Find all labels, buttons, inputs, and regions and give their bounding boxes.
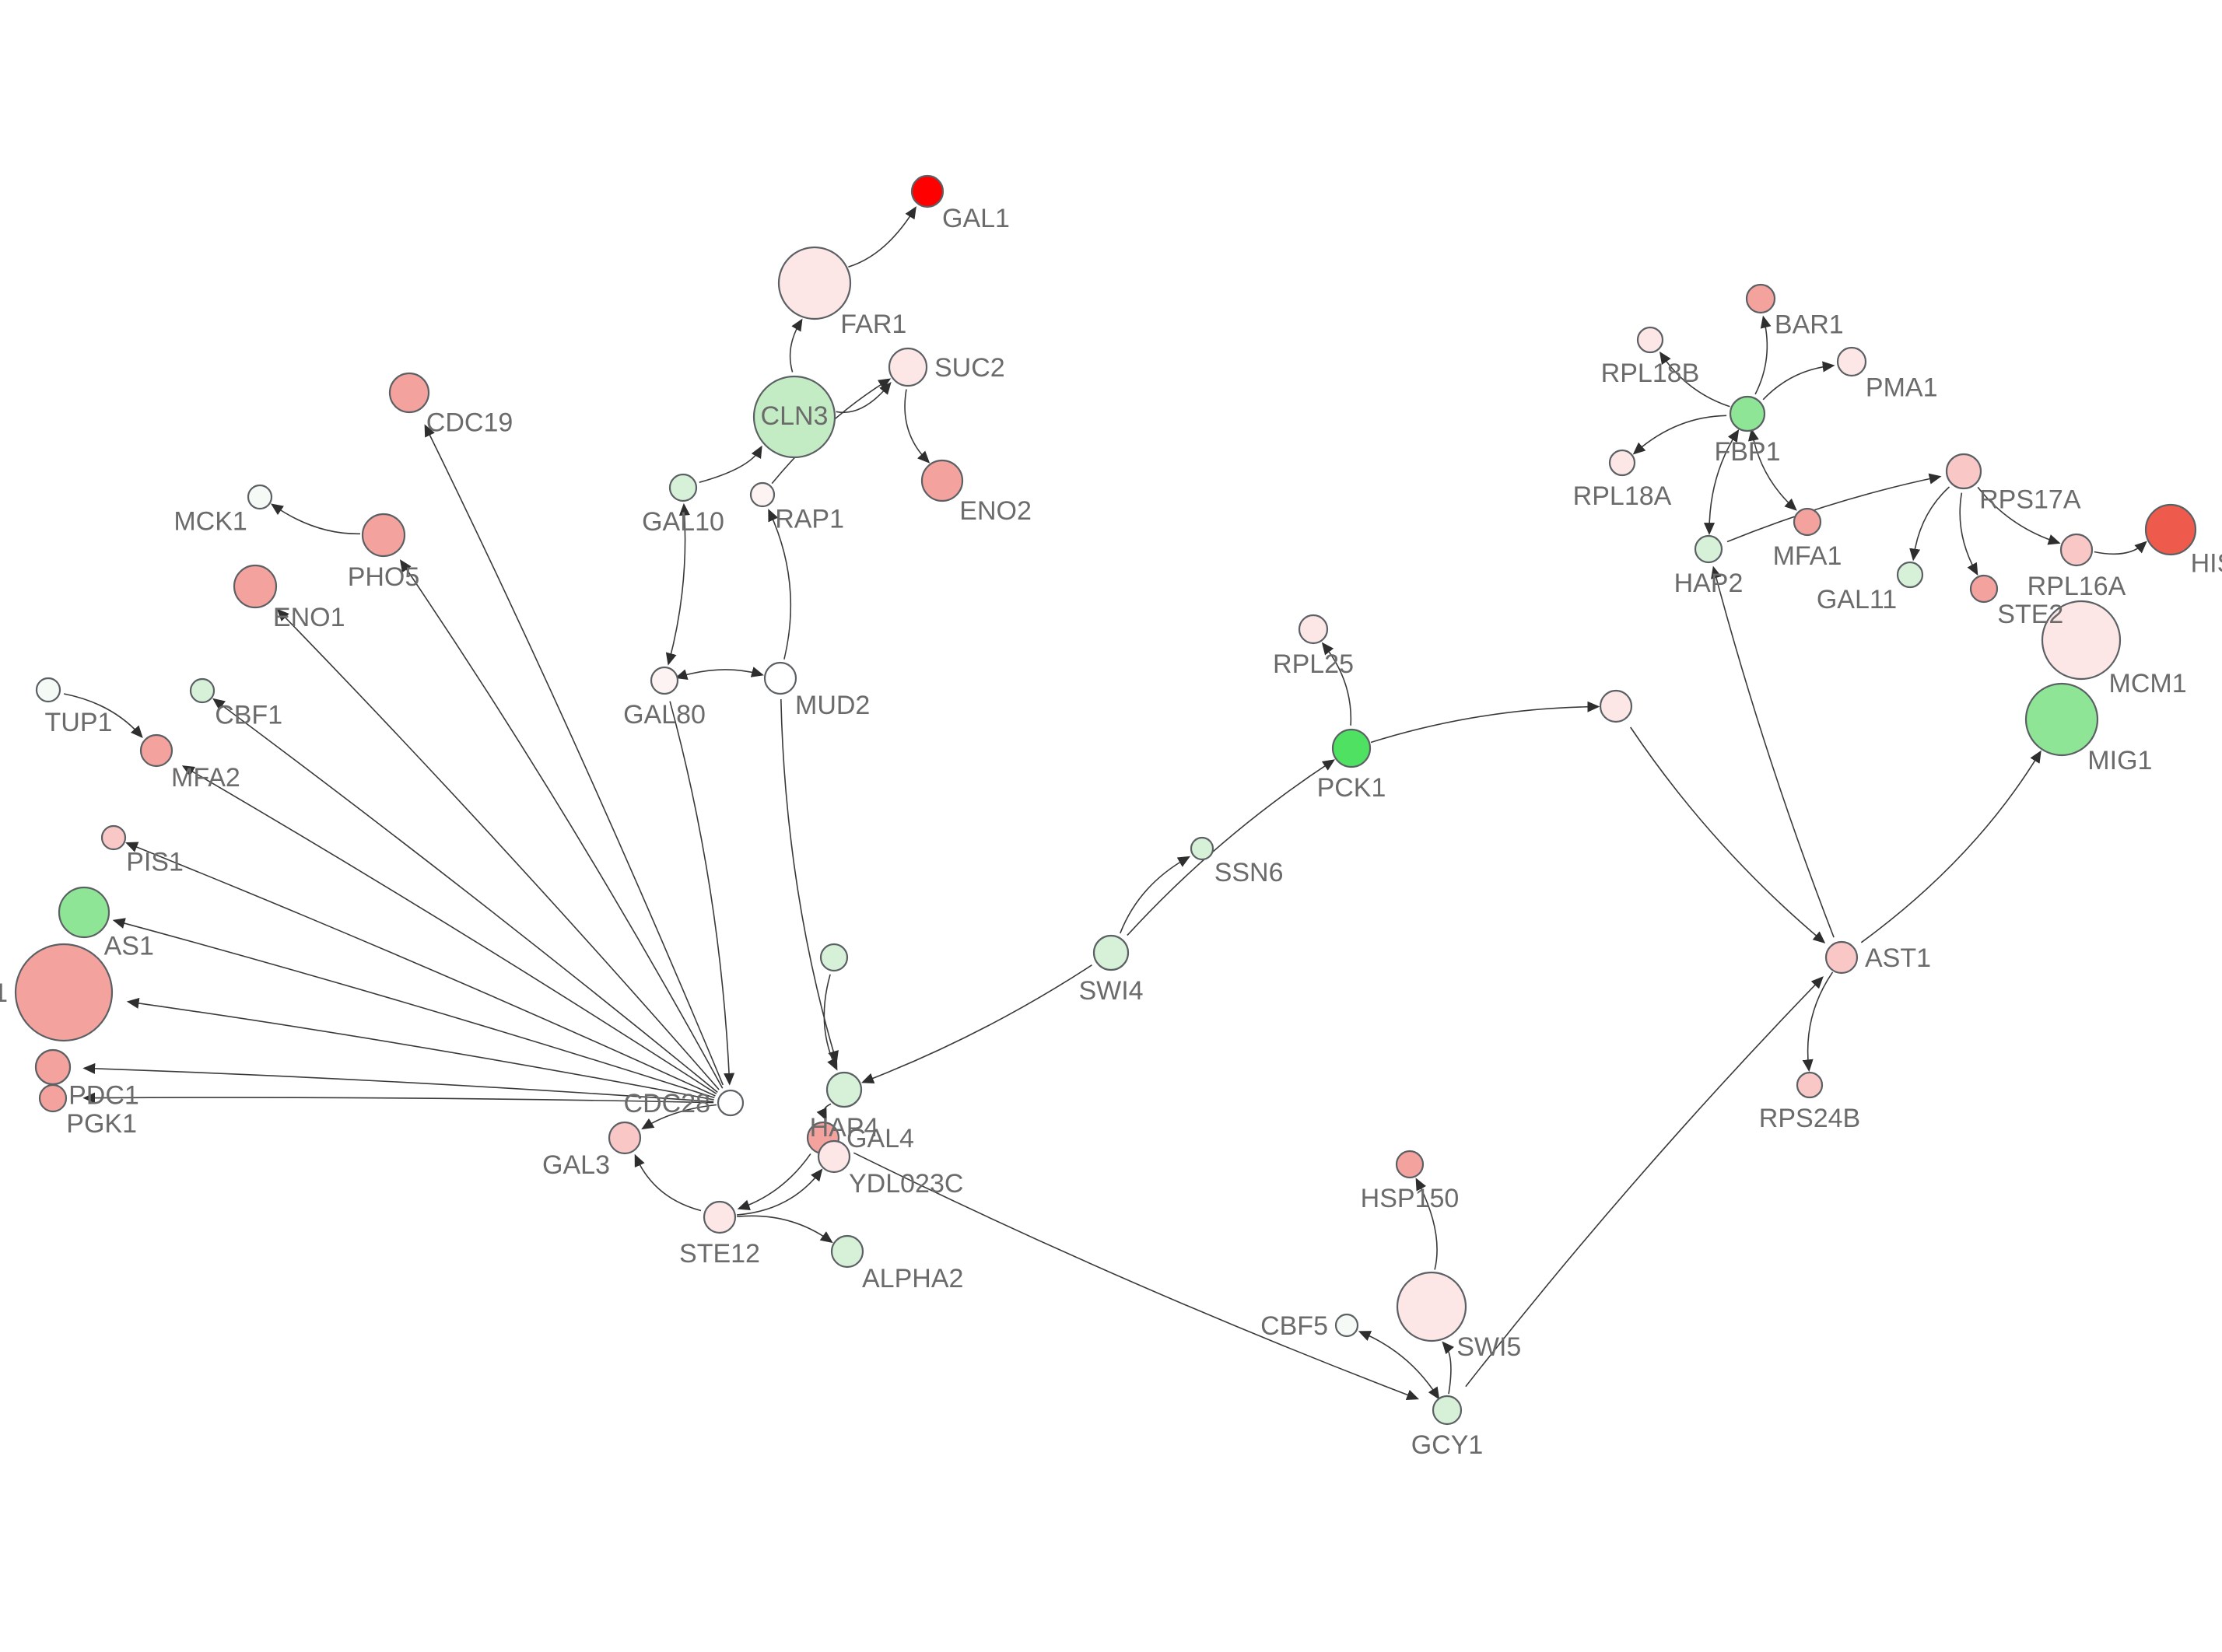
svg-text:HIS4: HIS4 xyxy=(2191,548,2222,578)
svg-text:PIS1: PIS1 xyxy=(126,848,184,877)
svg-text:PCK1: PCK1 xyxy=(1317,773,1386,803)
svg-text:RAP1: RAP1 xyxy=(775,505,844,534)
svg-text:STE2: STE2 xyxy=(1997,600,2063,629)
svg-text:RPS17A: RPS17A xyxy=(1979,485,2081,514)
svg-text:CBF1: CBF1 xyxy=(215,701,282,730)
svg-text:RPL16A: RPL16A xyxy=(2027,572,2126,601)
svg-text:MFA1: MFA1 xyxy=(1773,541,1842,571)
svg-text:ALPHA2: ALPHA2 xyxy=(862,1264,963,1293)
svg-text:ENO1: ENO1 xyxy=(273,603,345,632)
svg-text:CLN3: CLN3 xyxy=(761,401,829,431)
svg-text:BAR1: BAR1 xyxy=(1775,310,1844,340)
svg-text:RPL25: RPL25 xyxy=(1273,649,1354,679)
svg-text:MFA2: MFA2 xyxy=(171,763,240,793)
svg-text:HAP2: HAP2 xyxy=(1674,569,1744,598)
svg-text:HAP4: HAP4 xyxy=(810,1113,879,1143)
svg-text:CDC28: CDC28 xyxy=(624,1089,710,1118)
svg-text:AS1: AS1 xyxy=(104,931,154,961)
svg-text:RPS24B: RPS24B xyxy=(1759,1104,1860,1133)
svg-text:PDC1: PDC1 xyxy=(68,1080,139,1110)
svg-text:GAL3: GAL3 xyxy=(542,1150,610,1180)
svg-text:MUD2: MUD2 xyxy=(795,691,870,720)
svg-text:SUC2: SUC2 xyxy=(934,353,1005,383)
svg-text:FBP1: FBP1 xyxy=(1714,437,1780,467)
svg-text:YDL023C: YDL023C xyxy=(849,1169,963,1199)
svg-text:GAL11: GAL11 xyxy=(1817,585,1897,614)
svg-text:MIG1: MIG1 xyxy=(2087,746,2152,775)
svg-text:PGK1: PGK1 xyxy=(66,1109,137,1139)
svg-text:RPL18B: RPL18B xyxy=(1601,359,1700,388)
svg-text:SSN6: SSN6 xyxy=(1214,858,1284,887)
svg-text:TUP1: TUP1 xyxy=(45,708,113,737)
svg-text:GAL10: GAL10 xyxy=(642,507,724,537)
svg-text:FAS1: FAS1 xyxy=(0,978,8,1008)
svg-text:GAL80: GAL80 xyxy=(623,700,706,730)
svg-text:STE12: STE12 xyxy=(679,1239,760,1269)
svg-text:AST1: AST1 xyxy=(1865,943,1931,973)
svg-text:PMA1: PMA1 xyxy=(1866,373,1938,403)
svg-text:MCK1: MCK1 xyxy=(173,507,247,537)
svg-text:CDC19: CDC19 xyxy=(426,408,513,438)
svg-text:ENO2: ENO2 xyxy=(959,496,1032,526)
svg-text:GAL1: GAL1 xyxy=(942,204,1010,233)
svg-text:CBF5: CBF5 xyxy=(1260,1311,1328,1341)
svg-text:GCY1: GCY1 xyxy=(1411,1430,1484,1460)
svg-text:SWI4: SWI4 xyxy=(1078,976,1143,1006)
svg-text:RPL18A: RPL18A xyxy=(1573,481,1672,511)
svg-text:SWI5: SWI5 xyxy=(1456,1332,1521,1362)
svg-text:PHO5: PHO5 xyxy=(348,562,420,592)
svg-text:FAR1: FAR1 xyxy=(840,310,906,339)
svg-text:HSP150: HSP150 xyxy=(1361,1184,1460,1213)
svg-text:MCM1: MCM1 xyxy=(2109,669,2187,698)
